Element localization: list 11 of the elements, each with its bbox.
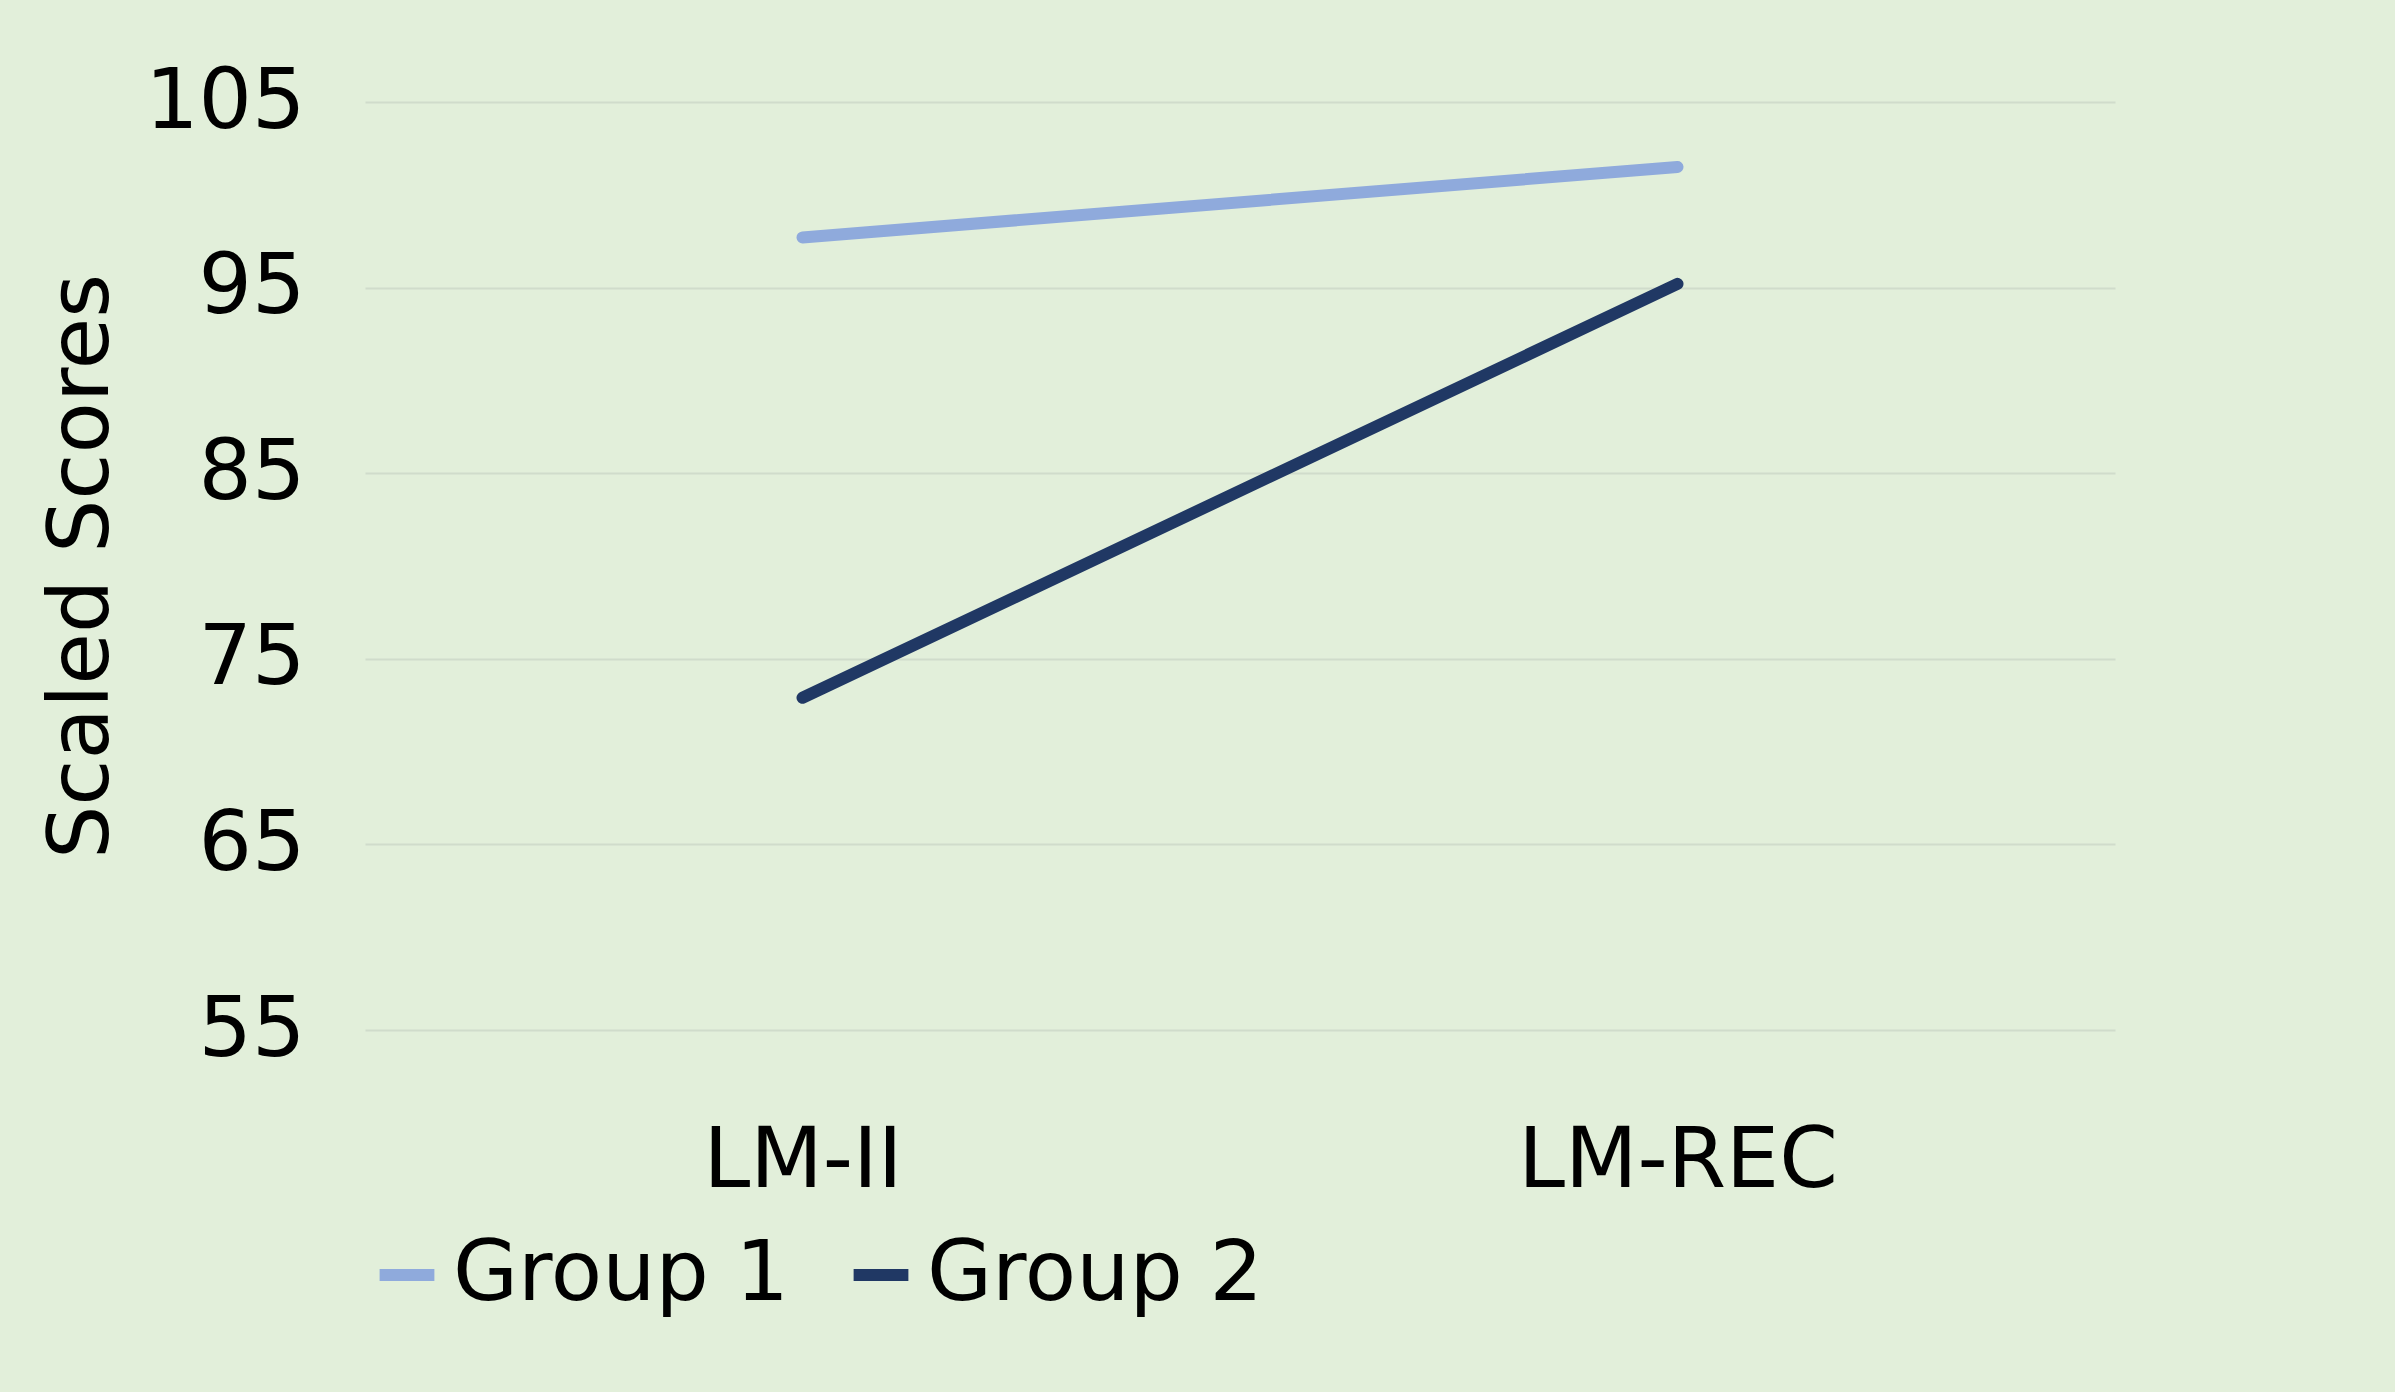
- legend-label: Group 1: [453, 1222, 789, 1320]
- y-tick-label: 85: [198, 420, 306, 519]
- y-tick-label: 75: [198, 606, 306, 705]
- x-tick-label: LM-REC: [1518, 1108, 1838, 1207]
- y-tick-label: 105: [145, 49, 306, 148]
- y-tick-label: 95: [198, 235, 306, 334]
- x-tick-label: LM-II: [703, 1108, 903, 1207]
- y-axis-title: Scaled Scores: [29, 273, 128, 860]
- y-tick-label: 55: [198, 977, 306, 1076]
- y-tick-label: 65: [198, 791, 306, 890]
- legend-label: Group 2: [927, 1222, 1263, 1320]
